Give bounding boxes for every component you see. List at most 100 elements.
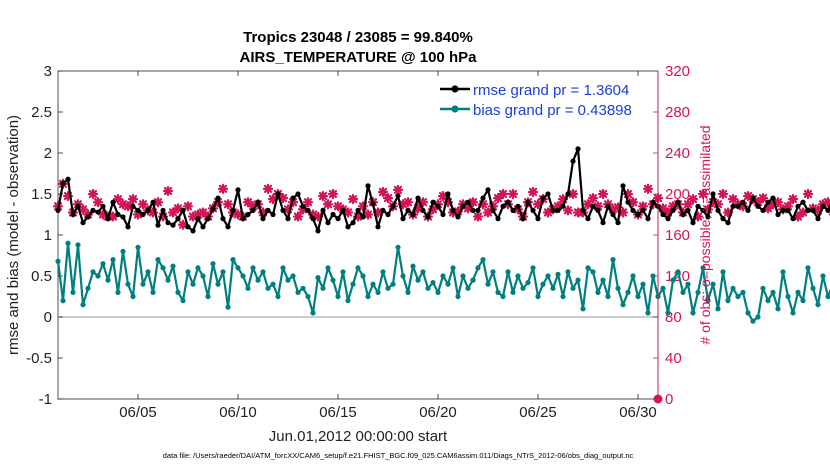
rmse-point	[715, 207, 721, 213]
bias-point	[375, 289, 381, 295]
bias-point	[405, 289, 411, 295]
bias-point	[400, 273, 406, 279]
bias-point	[110, 257, 116, 263]
bias-point	[750, 318, 756, 324]
rmse-point	[80, 220, 86, 226]
rmse-point	[690, 220, 696, 226]
legend-rmse-label: rmse grand pr = 1.3604	[473, 82, 629, 99]
bias-point	[125, 281, 131, 287]
rmse-point	[680, 211, 686, 218]
bias-point	[730, 285, 736, 291]
rmse-line	[56, 147, 830, 232]
left-tick-label: 1.5	[31, 186, 52, 203]
rmse-point	[120, 214, 126, 220]
obs-marker	[582, 199, 594, 210]
rmse-point	[65, 176, 71, 182]
bias-point	[395, 244, 401, 250]
rmse-point	[240, 216, 246, 222]
bias-point	[710, 281, 716, 287]
bias-point	[315, 275, 321, 281]
rmse-point	[55, 207, 61, 213]
rmse-point	[475, 207, 481, 213]
bias-point	[600, 277, 606, 283]
bias-point	[290, 273, 296, 279]
obs-marker	[347, 194, 359, 205]
rmse-point	[585, 216, 591, 222]
bias-point	[605, 293, 611, 300]
rmse-point	[570, 158, 576, 164]
left-tick-label: 0	[44, 309, 52, 326]
bias-point	[570, 285, 576, 291]
rmse-point	[650, 199, 656, 205]
obs-marker	[362, 209, 374, 220]
obs-marker	[482, 207, 494, 218]
bias-point	[320, 285, 326, 291]
rmse-point	[825, 207, 830, 213]
rmse-point	[205, 216, 211, 222]
rmse-point	[335, 216, 341, 222]
rmse-point	[185, 224, 191, 230]
bias-point	[475, 265, 481, 271]
rmse-point	[635, 211, 641, 218]
obs-marker	[217, 183, 229, 194]
bias-point	[720, 269, 726, 275]
bias-point	[260, 269, 266, 275]
rmse-point	[100, 203, 106, 209]
rmse-point	[325, 220, 331, 226]
rmse-point	[405, 207, 411, 213]
bias-point	[65, 240, 71, 246]
bias-point	[275, 293, 281, 300]
rmse-point	[695, 203, 701, 209]
rmse-point	[175, 216, 181, 222]
bias-point	[740, 289, 746, 295]
rmse-point	[805, 207, 811, 213]
rmse-point	[660, 211, 666, 218]
bias-point	[545, 273, 551, 279]
bias-point	[495, 289, 501, 295]
rmse-point	[605, 203, 611, 209]
right-tick-label: 240	[665, 145, 690, 162]
rmse-point	[125, 224, 131, 230]
rmse-point	[770, 195, 776, 201]
left-tick-label: -1	[39, 391, 52, 408]
rmse-point	[355, 207, 361, 213]
legend-box	[436, 78, 650, 120]
rmse-point	[535, 216, 541, 222]
bias-point	[765, 298, 771, 304]
rmse-point	[675, 199, 681, 205]
bias-point	[465, 285, 471, 291]
rmse-point	[110, 199, 116, 205]
bias-point	[115, 289, 121, 295]
bias-point	[725, 298, 731, 304]
bias-series	[55, 240, 830, 324]
bias-point	[175, 289, 181, 295]
obs-marker	[292, 211, 304, 222]
obs-marker	[757, 193, 769, 204]
rmse-point	[510, 207, 516, 213]
obs-marker	[262, 183, 274, 194]
rmse-point	[700, 207, 706, 213]
rmse-point	[705, 214, 711, 220]
obs-marker	[222, 199, 234, 210]
rmse-point	[370, 201, 376, 207]
bias-point	[670, 277, 676, 283]
bias-point	[285, 277, 291, 283]
bias-point	[265, 285, 271, 291]
rmse-point	[160, 207, 166, 213]
rmse-point	[190, 228, 196, 234]
bias-point	[295, 289, 301, 295]
bias-point	[330, 277, 336, 283]
rmse-point	[265, 207, 271, 213]
rmse-point	[560, 203, 566, 209]
bias-point	[205, 293, 211, 300]
rmse-point	[575, 146, 581, 152]
rmse-point	[755, 203, 761, 209]
x-axis-label: Jun.01,2012 00:00:00 start	[269, 428, 448, 445]
rmse-point	[270, 211, 276, 218]
bias-point	[810, 285, 816, 291]
legend: rmse grand pr = 1.3604 bias grand pr = 0…	[436, 78, 650, 120]
rmse-point	[455, 214, 461, 220]
bias-point	[75, 242, 81, 248]
obs-marker	[342, 207, 354, 218]
